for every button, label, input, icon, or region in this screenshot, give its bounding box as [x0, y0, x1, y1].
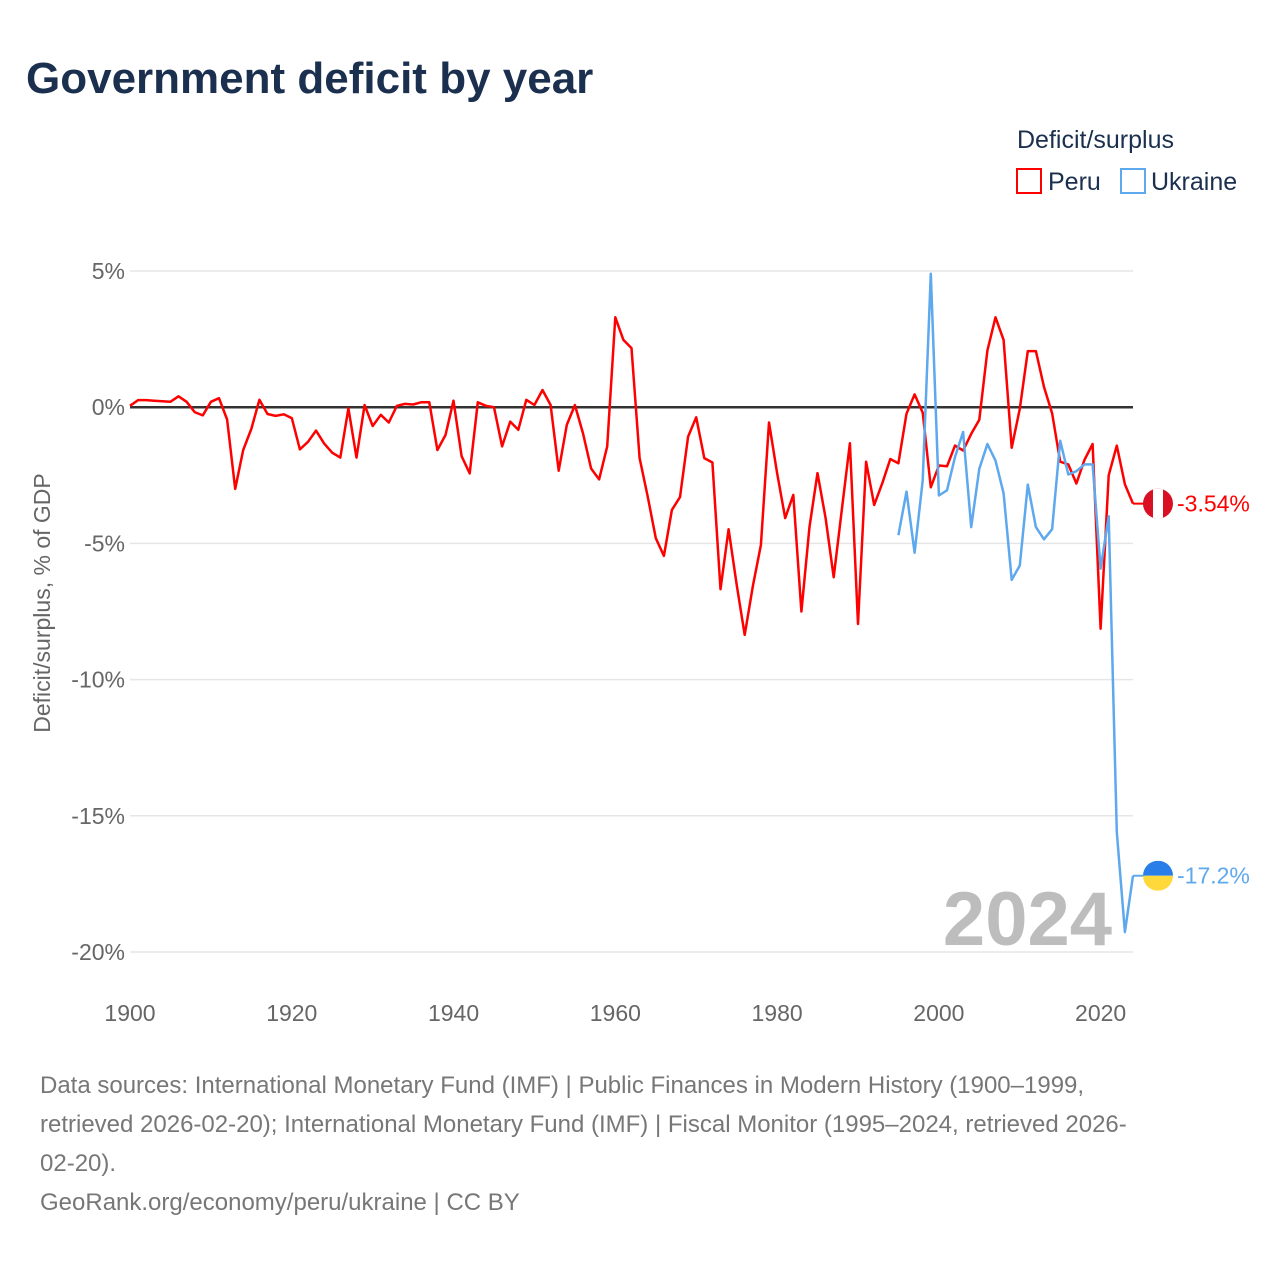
y-tick-label: -10% — [71, 667, 125, 693]
x-tick-label: 2020 — [1075, 1000, 1126, 1026]
legend-item-ukraine[interactable]: Ukraine — [1120, 168, 1237, 196]
flag-ukraine-icon — [1143, 860, 1173, 891]
footer-attribution-link[interactable]: GeoRank.org/economy/peru/ukraine | CC BY — [40, 1189, 520, 1216]
x-tick-label: 2000 — [913, 1000, 964, 1026]
legend-swatch-ukraine — [1120, 168, 1146, 194]
x-tick-label: 1960 — [590, 1000, 641, 1026]
y-tick-label: -5% — [84, 530, 125, 556]
x-tick-label: 1920 — [266, 1000, 317, 1026]
footer-sources-line-3: 02-20). — [40, 1150, 116, 1177]
footer-sources-line-1: Data sources: International Monetary Fun… — [40, 1072, 1084, 1099]
y-axis-label: Deficit/surplus, % of GDP — [29, 473, 55, 732]
legend-label-peru: Peru — [1048, 168, 1101, 196]
end-value-label-ukraine: -17.2% — [1177, 863, 1250, 889]
legend-swatch-peru — [1016, 168, 1042, 194]
series-line-ukraine[interactable] — [897, 272, 1135, 934]
y-tick-label: 5% — [92, 258, 125, 284]
footer-sources-line-2: retrieved 2026-02-20); International Mon… — [40, 1111, 1127, 1138]
x-tick-label: 1980 — [752, 1000, 803, 1026]
page-title: Government deficit by year — [26, 54, 593, 103]
y-tick-label: -20% — [71, 939, 125, 965]
end-value-label-peru: -3.54% — [1177, 491, 1250, 517]
x-tick-label: 1940 — [428, 1000, 479, 1026]
series-line-peru[interactable] — [129, 316, 1135, 637]
x-tick-label: 1900 — [104, 1000, 155, 1026]
legend-item-peru[interactable]: Peru — [1016, 168, 1101, 196]
legend-label-ukraine: Ukraine — [1151, 168, 1237, 196]
y-tick-label: -15% — [71, 803, 125, 829]
flag-peru-icon — [1143, 488, 1173, 519]
y-tick-label: 0% — [92, 394, 125, 420]
legend-title: Deficit/surplus — [1017, 126, 1174, 154]
current-year-label: 2024 — [943, 877, 1112, 962]
